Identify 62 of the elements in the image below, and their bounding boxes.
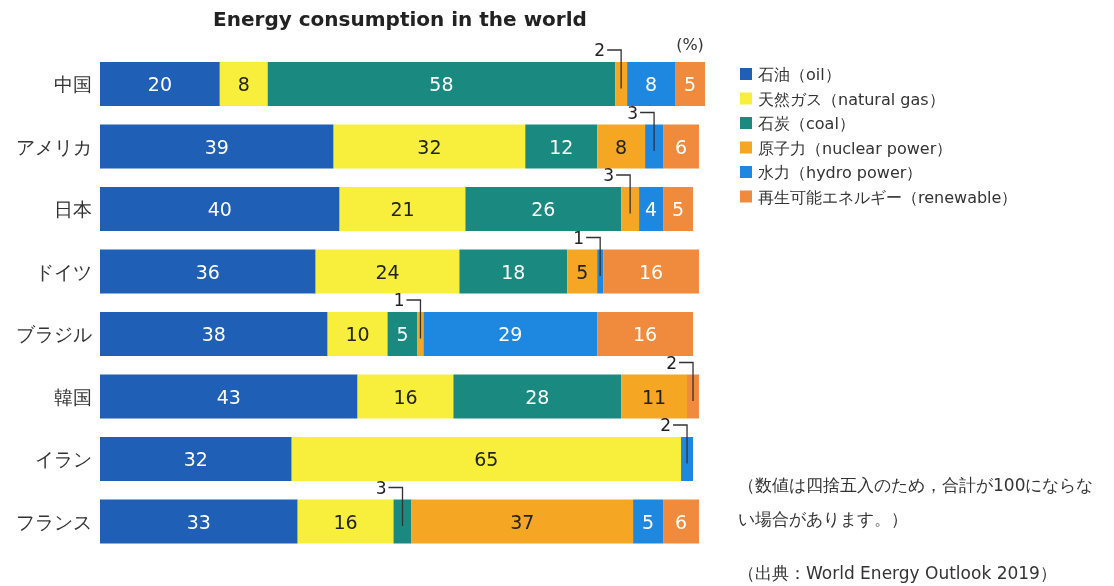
- text: （出典：World Energy Outlook 2019）: [738, 562, 1058, 585]
- data-label: 5: [576, 260, 589, 283]
- y-tick-label: 中国: [54, 73, 92, 95]
- data-label: 4: [645, 198, 658, 220]
- data-label: 16: [333, 510, 358, 533]
- y-tick-label: 日本: [54, 198, 92, 220]
- legend-label: 水力（hydro power）: [758, 163, 923, 182]
- data-label: 1: [573, 227, 585, 248]
- data-label: 29: [498, 323, 523, 345]
- data-label: 16: [639, 260, 664, 283]
- data-label: 2: [594, 40, 606, 60]
- data-label: 40: [207, 198, 232, 220]
- legend-label: 石油（oil）: [758, 65, 841, 84]
- data-label: 5: [642, 510, 655, 533]
- legend-label: 原子力（nuclear power）: [758, 138, 953, 158]
- data-label: 65: [474, 448, 499, 470]
- data-label: 37: [510, 510, 535, 533]
- data-label: 2: [666, 352, 678, 373]
- data-label: 33: [186, 510, 211, 533]
- y-tick-label: アメリカ: [16, 135, 92, 158]
- data-label: 16: [633, 323, 658, 345]
- data-label: 39: [204, 135, 229, 158]
- data-label: 3: [627, 102, 639, 123]
- legend-label: 再生可能エネルギー（renewable）: [758, 187, 1018, 207]
- data-label: 5: [396, 323, 409, 345]
- data-label: 3: [375, 477, 387, 498]
- annotation: (%): [676, 35, 704, 54]
- data-label: 6: [674, 135, 688, 158]
- data-label: 18: [501, 260, 526, 283]
- data-label: 16: [393, 385, 418, 408]
- y-tick-label: ブラジル: [16, 323, 92, 345]
- data-label: 38: [201, 323, 226, 345]
- data-label: 11: [641, 385, 667, 408]
- data-label: 32: [417, 135, 442, 158]
- data-label: 8: [645, 73, 658, 95]
- data-label: 8: [237, 73, 250, 95]
- y-tick-label: フランス: [16, 510, 92, 533]
- chart-title: Energy consumption in the world: [213, 7, 587, 31]
- data-label: 3: [603, 165, 615, 185]
- data-label: 21: [390, 198, 415, 220]
- legend-label: 石炭（coal）: [758, 114, 855, 133]
- data-label: 10: [345, 323, 370, 345]
- y-tick-label: ドイツ: [35, 260, 92, 283]
- data-label: 12: [549, 135, 574, 158]
- data-label: 20: [147, 73, 172, 95]
- y-tick-label: イラン: [35, 448, 92, 470]
- data-label: 6: [674, 510, 688, 533]
- data-label: 36: [195, 260, 220, 283]
- data-label: 58: [429, 73, 454, 95]
- y-tick-label: 韓国: [54, 385, 92, 408]
- data-label: 5: [672, 198, 685, 220]
- data-label: 1: [393, 290, 405, 310]
- text: （数値は四捨五入のため，合計が100にならない場合があります。）: [738, 474, 1095, 531]
- data-label: 32: [183, 448, 208, 470]
- data-label: 28: [525, 385, 550, 408]
- data-label: 24: [375, 260, 400, 283]
- data-label: 8: [615, 135, 628, 158]
- legend-label: 天然ガス（natural gas）: [758, 89, 945, 109]
- data-label: 5: [683, 73, 697, 95]
- data-label: 26: [531, 198, 556, 220]
- data-label: 43: [216, 385, 241, 408]
- data-label: 2: [660, 415, 672, 435]
